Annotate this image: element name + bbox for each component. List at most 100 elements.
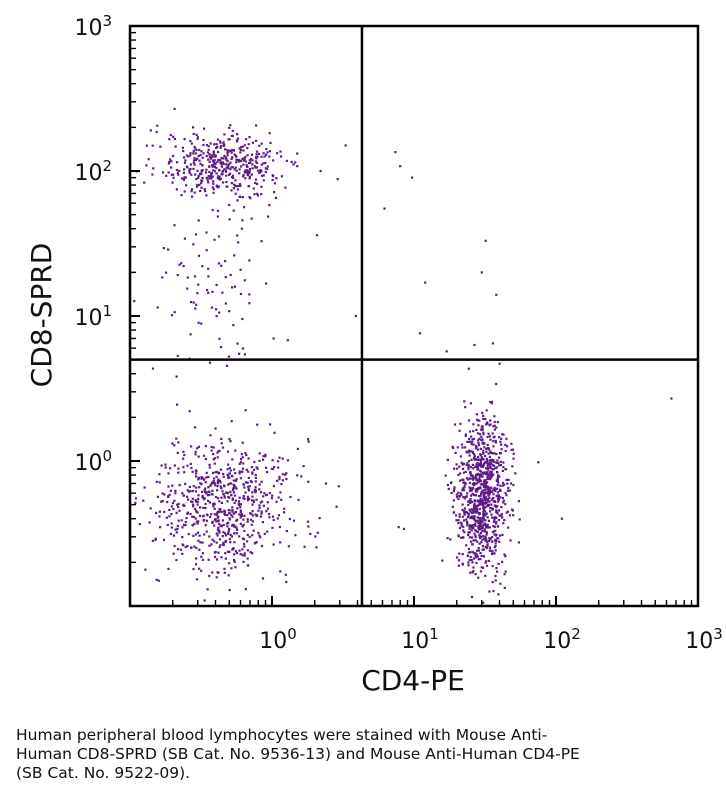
data-point [192,149,195,152]
data-point [490,451,493,454]
data-point [201,156,204,159]
data-point [177,441,180,444]
data-point [169,158,172,161]
data-point [462,489,466,492]
data-point [228,562,231,565]
data-point [242,483,245,486]
data-point [506,510,509,513]
data-point [478,494,481,498]
data-point [191,470,194,473]
data-point [260,155,263,158]
data-point [223,154,226,157]
data-point [161,171,165,174]
data-point [486,476,489,479]
data-point [474,534,477,537]
data-point [488,496,491,499]
data-point [491,516,494,519]
data-point [461,487,464,490]
data-point [494,441,498,444]
data-point [490,513,493,516]
data-point [227,463,230,466]
data-point [174,145,177,148]
data-point [258,488,261,491]
data-point [222,181,225,184]
data-point [492,493,495,496]
data-point [472,552,475,555]
data-point [231,497,234,500]
data-point [196,511,199,514]
data-point [477,486,480,490]
data-point [174,492,177,495]
data-point [221,490,224,493]
data-point [172,176,175,179]
data-point [500,443,503,446]
data-point [309,532,312,535]
data-point [474,507,477,510]
data-point [316,531,319,534]
data-point [182,265,185,268]
data-point [459,455,462,458]
data-point [463,507,466,510]
data-point [241,347,244,350]
data-point [215,315,218,318]
data-point [492,459,495,462]
data-point [458,526,462,530]
data-point [134,497,138,500]
data-point [285,159,288,162]
data-point [177,548,180,551]
data-point [474,536,477,539]
data-point [201,265,204,268]
data-point [249,161,252,164]
data-point [239,151,242,154]
data-point [192,167,195,170]
data-point [194,426,197,429]
data-point [472,443,475,446]
data-point [234,472,237,475]
data-point [460,521,463,524]
data-point [182,494,186,497]
data-point [171,502,175,505]
data-point [502,522,505,525]
data-point [216,485,219,488]
data-point [279,491,282,494]
data-point [232,479,235,482]
data-point [230,513,233,516]
data-point [245,481,248,484]
data-point [486,468,490,471]
data-point [468,508,471,511]
data-point [233,153,236,156]
data-point [225,163,228,166]
data-point [489,466,492,469]
data-point [271,494,274,497]
data-point [155,511,158,514]
data-point [463,513,466,516]
data-point [230,567,233,570]
data-point [267,215,270,218]
data-point [258,534,261,537]
data-point [174,528,177,531]
data-point [241,317,244,321]
data-point [200,186,203,189]
data-point [277,514,280,517]
data-point [464,470,467,473]
data-point [489,438,492,441]
data-point [254,513,257,516]
data-point [227,521,230,524]
data-point [474,520,477,523]
data-point [219,468,223,471]
data-point [503,553,506,556]
data-point [251,520,255,523]
data-point [232,324,235,327]
x-tick-label: 102 [543,625,581,654]
data-point [482,510,485,513]
data-point [475,479,478,482]
data-point [502,433,505,436]
data-point [483,537,486,540]
data-point [234,179,237,182]
data-point [212,159,215,162]
data-point [489,507,492,510]
data-point [246,549,250,552]
data-point [248,159,251,162]
data-point [473,484,476,487]
data-point [494,488,497,491]
